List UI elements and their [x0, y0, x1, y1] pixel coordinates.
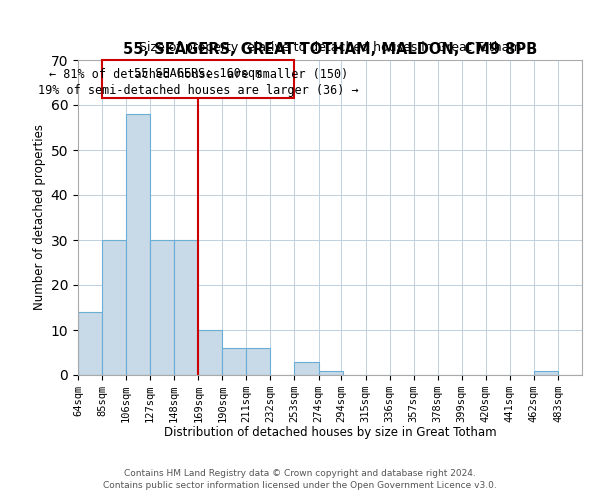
FancyBboxPatch shape: [102, 60, 295, 98]
Bar: [102, 240, 126, 375]
Title: 55, SEAGERS, GREAT TOTHAM, MALDON, CM9 8PB: 55, SEAGERS, GREAT TOTHAM, MALDON, CM9 8…: [123, 42, 537, 58]
Bar: [78, 312, 102, 375]
Bar: [223, 348, 247, 375]
Bar: [319, 370, 343, 375]
Text: 55 SEAGERS: 160sqm: 55 SEAGERS: 160sqm: [134, 66, 262, 80]
Bar: [295, 362, 319, 375]
Text: Contains HM Land Registry data © Crown copyright and database right 2024.
Contai: Contains HM Land Registry data © Crown c…: [103, 469, 497, 490]
Bar: [247, 348, 271, 375]
X-axis label: Distribution of detached houses by size in Great Totham: Distribution of detached houses by size …: [164, 426, 496, 440]
Bar: [534, 370, 558, 375]
Text: Size of property relative to detached houses in Great Totham: Size of property relative to detached ho…: [139, 40, 521, 54]
Bar: [126, 114, 150, 375]
Bar: [150, 240, 174, 375]
Bar: [174, 240, 198, 375]
Y-axis label: Number of detached properties: Number of detached properties: [34, 124, 46, 310]
Bar: [198, 330, 223, 375]
Text: ← 81% of detached houses are smaller (150)
19% of semi-detached houses are large: ← 81% of detached houses are smaller (15…: [38, 68, 359, 97]
